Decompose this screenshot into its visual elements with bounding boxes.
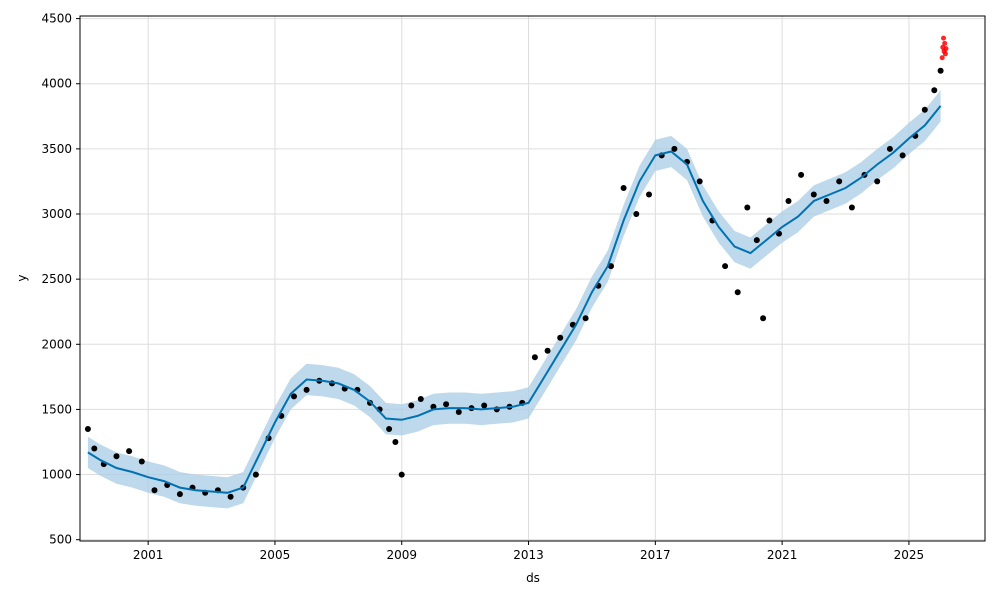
- forecast-point: [939, 55, 945, 61]
- observed-point: [722, 263, 729, 270]
- trend-line-layer: [87, 105, 942, 494]
- observed-point: [91, 445, 98, 452]
- observed-point: [455, 409, 462, 415]
- observed-point: [744, 204, 751, 211]
- y-tick-label: 3500: [41, 142, 72, 156]
- observed-point: [443, 401, 450, 408]
- observed-point: [848, 204, 855, 211]
- observed-point: [633, 211, 640, 217]
- y-tick-label: 4500: [41, 12, 72, 26]
- observed-point: [303, 386, 310, 393]
- y-axis-ticks: 500 1000 1500 2000 2500 3000 3500 4000 4500: [41, 12, 80, 547]
- x-tick-label: 2017: [640, 548, 671, 562]
- observed-point: [921, 106, 928, 113]
- observed-point: [417, 396, 424, 402]
- observed-point: [931, 87, 938, 94]
- observed-point: [937, 67, 944, 74]
- observed-point: [810, 191, 817, 198]
- x-tick-label: 2005: [260, 548, 291, 562]
- observed-point: [608, 263, 614, 270]
- observed-point: [886, 145, 893, 152]
- observed-point: [766, 217, 773, 224]
- observed-point: [176, 491, 183, 498]
- observed-point: [126, 448, 133, 455]
- observed-point: [84, 426, 91, 432]
- y-tick-label: 4000: [41, 77, 72, 91]
- y-tick-label: 1000: [41, 468, 72, 482]
- observed-point: [836, 178, 843, 185]
- x-tick-label: 2025: [894, 548, 925, 562]
- y-tick-label: 3000: [41, 207, 72, 221]
- observed-point: [481, 402, 488, 409]
- forecast-point: [942, 40, 948, 46]
- observed-point: [151, 487, 158, 494]
- y-tick-label: 2500: [41, 272, 72, 286]
- observed-point: [785, 198, 792, 204]
- observed-point: [874, 178, 881, 185]
- x-axis-label: ds: [526, 571, 540, 585]
- x-axis-ticks: 2001 2005 2009 2013 2017 2021 2025: [133, 541, 924, 562]
- x-tick-label: 2009: [386, 548, 417, 562]
- observed-point: [899, 152, 906, 159]
- x-tick-label: 2013: [513, 548, 544, 562]
- observed-point: [760, 315, 767, 322]
- observed-point: [582, 315, 589, 322]
- observed-point: [696, 178, 703, 185]
- observed-point: [798, 171, 805, 178]
- grid-layer: [80, 16, 985, 541]
- forecast-point: [942, 51, 948, 57]
- observed-point: [113, 453, 120, 460]
- observed-point: [734, 289, 741, 296]
- observed-point: [252, 471, 259, 478]
- observed-point: [544, 347, 551, 354]
- forecast-points-layer: [939, 35, 949, 61]
- observed-point: [671, 145, 678, 152]
- observed-point: [408, 402, 415, 409]
- observed-point: [392, 439, 399, 445]
- x-tick-label: 2001: [133, 548, 164, 562]
- observed-point: [646, 191, 652, 198]
- y-tick-label: 2000: [41, 337, 72, 351]
- forecast-point: [943, 46, 949, 52]
- observed-point: [398, 471, 405, 478]
- observed-point: [227, 493, 234, 500]
- forecast-point: [941, 35, 946, 41]
- y-axis-label: y: [15, 274, 29, 281]
- observed-point: [138, 458, 145, 465]
- x-tick-label: 2021: [767, 548, 798, 562]
- observed-point: [531, 354, 538, 361]
- observed-point: [753, 237, 760, 244]
- observed-point: [620, 185, 627, 191]
- observed-point: [557, 334, 564, 341]
- y-tick-label: 1500: [41, 402, 72, 416]
- observed-point: [386, 426, 393, 432]
- observed-point: [291, 393, 297, 400]
- trend-line: [87, 105, 942, 494]
- observed-point: [823, 198, 830, 204]
- plot-frame: [79, 15, 986, 542]
- y-tick-label: 500: [49, 533, 72, 547]
